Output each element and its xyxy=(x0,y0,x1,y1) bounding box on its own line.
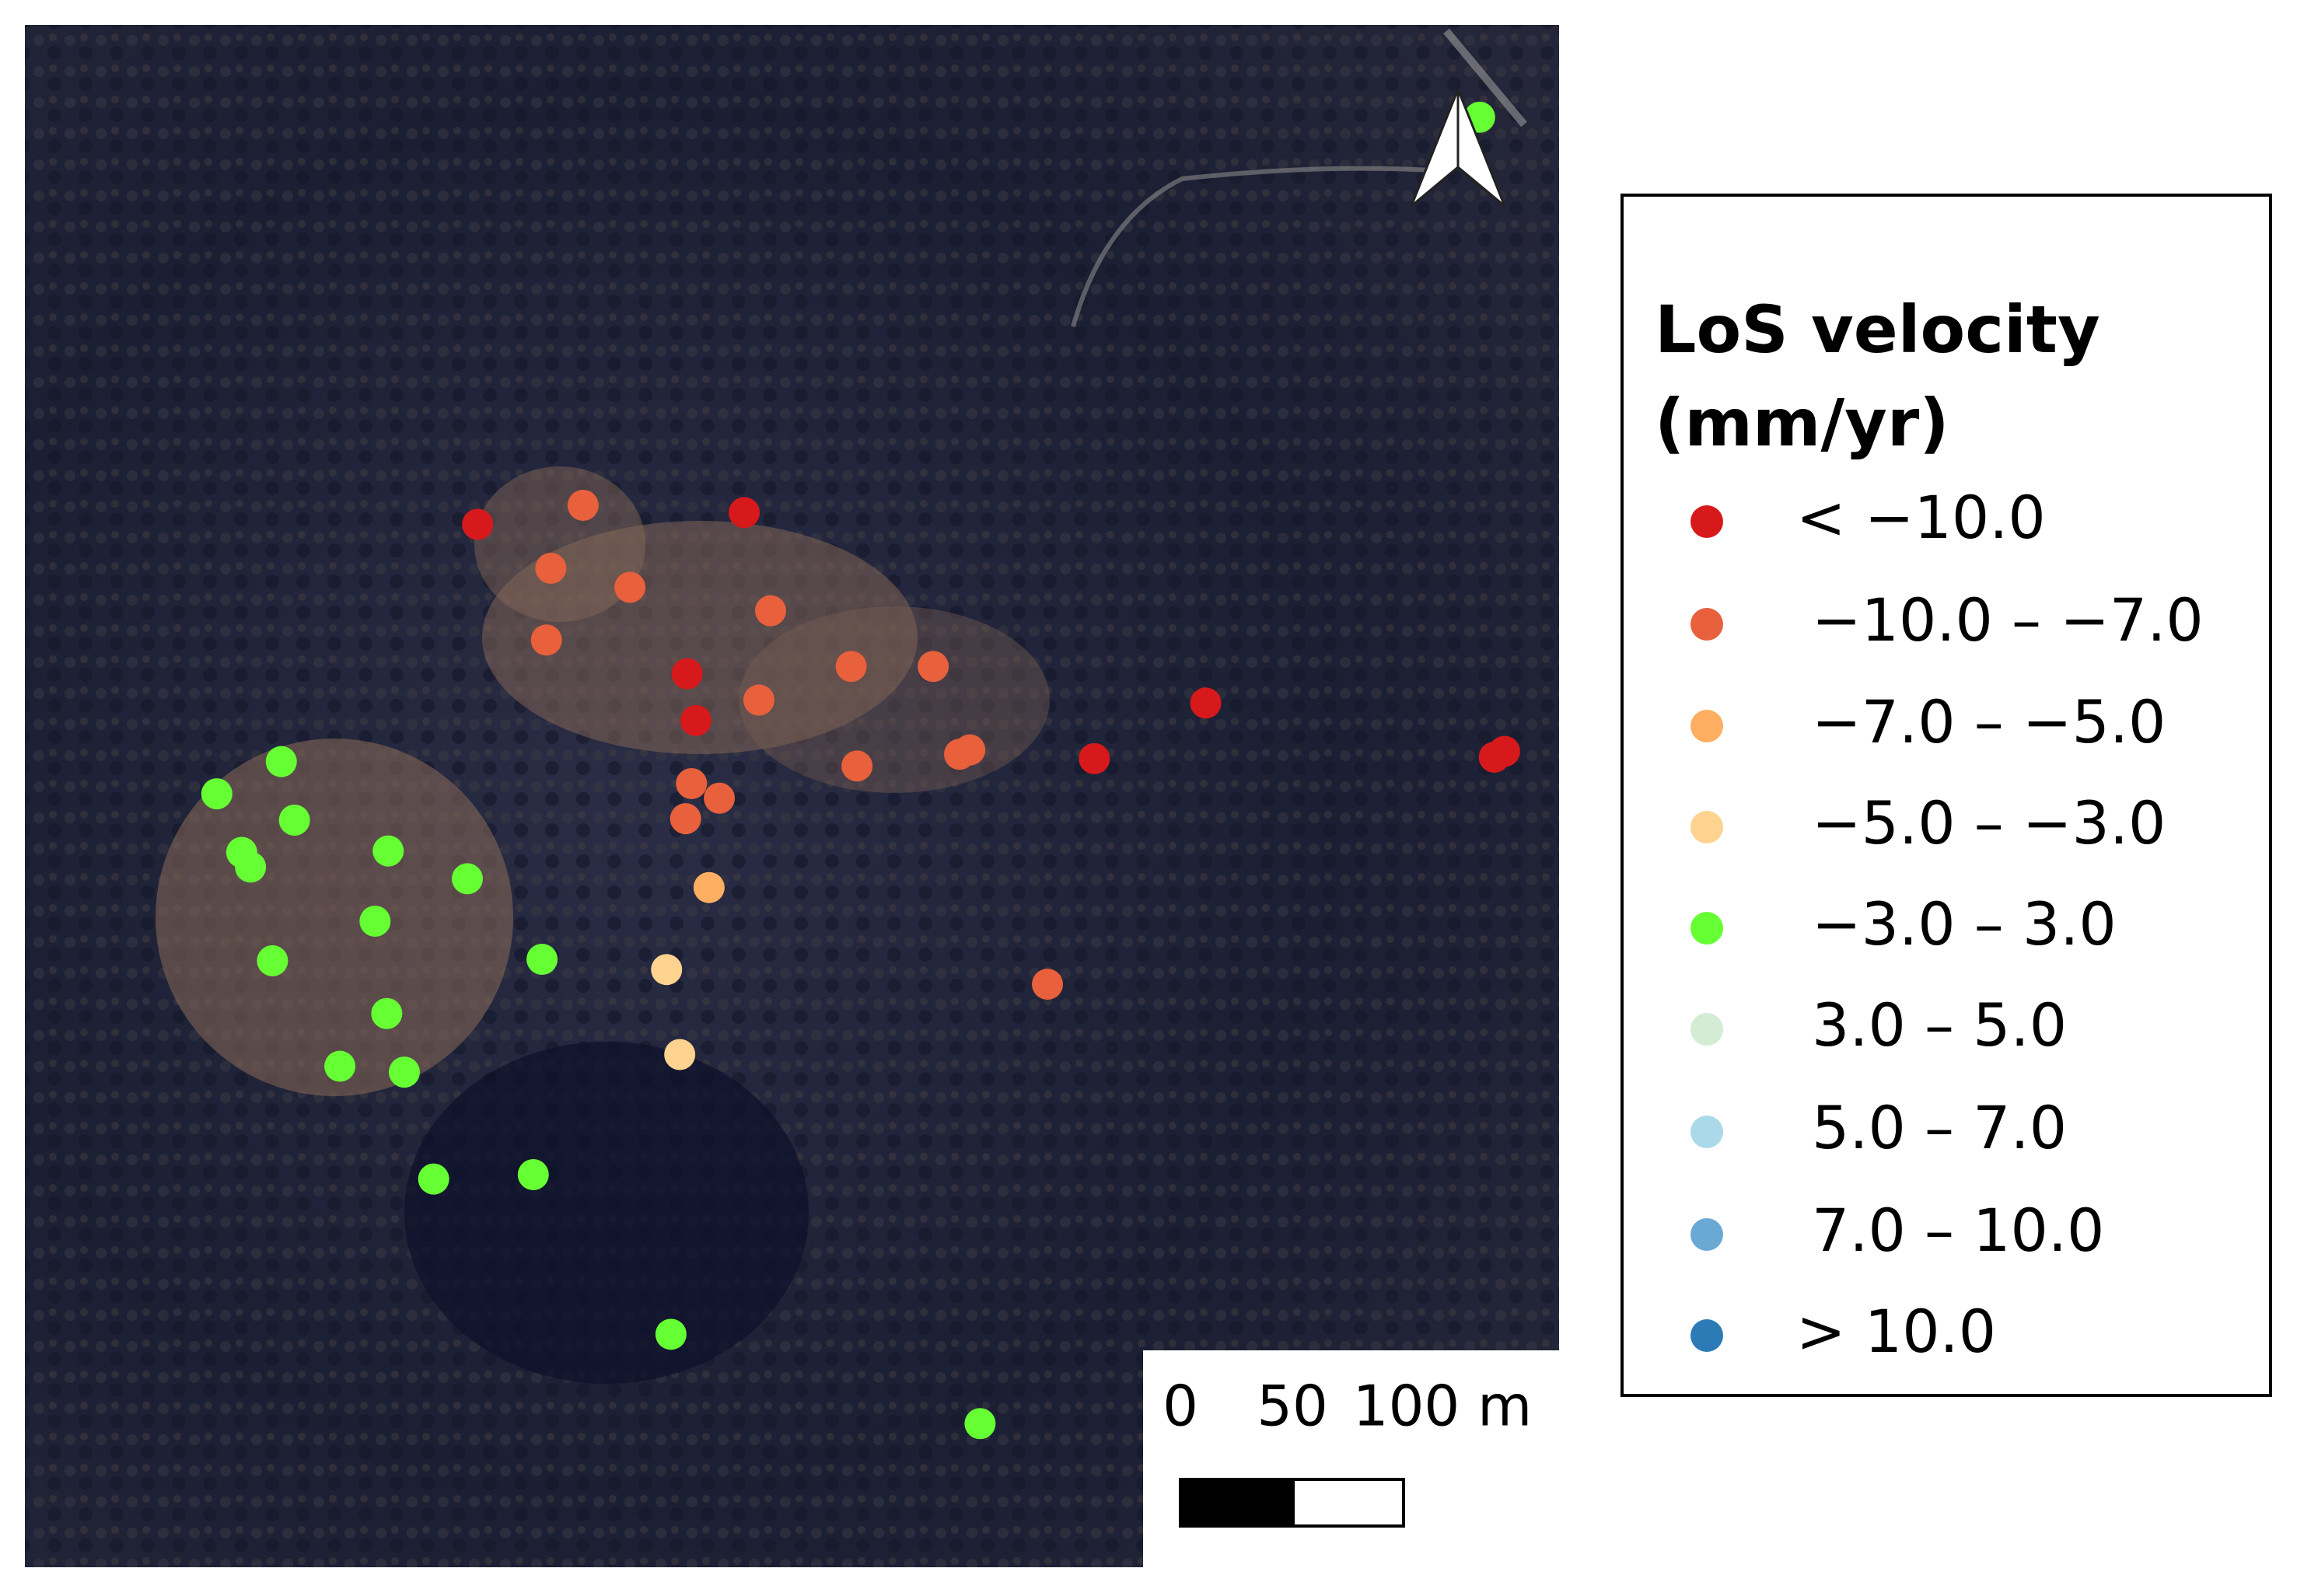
point xyxy=(388,1056,420,1088)
point xyxy=(693,871,725,903)
legend-symbol xyxy=(1690,1013,1723,1046)
legend-symbol xyxy=(1690,1218,1723,1251)
point xyxy=(954,734,986,766)
legend-label: −5.0 – −3.0 xyxy=(1812,788,2166,857)
point xyxy=(676,767,708,799)
point xyxy=(371,997,403,1029)
point xyxy=(835,651,867,683)
point xyxy=(655,1318,687,1350)
point xyxy=(235,851,267,883)
legend-symbol xyxy=(1690,505,1723,538)
point xyxy=(1488,735,1520,767)
point xyxy=(704,782,736,814)
legend-symbol xyxy=(1690,608,1723,641)
point xyxy=(201,778,232,810)
legend-label: 7.0 – 10.0 xyxy=(1812,1196,2104,1265)
legend-label: −3.0 – 3.0 xyxy=(1812,889,2117,959)
legend-label: −10.0 – −7.0 xyxy=(1812,585,2204,655)
point xyxy=(614,571,646,603)
point xyxy=(359,906,391,938)
legend-symbol xyxy=(1690,1116,1723,1148)
legend-symbol xyxy=(1690,811,1723,843)
point xyxy=(651,954,683,986)
point xyxy=(324,1050,356,1082)
legend-symbol xyxy=(1690,912,1723,945)
point xyxy=(462,508,494,540)
point xyxy=(918,651,949,683)
point xyxy=(964,1408,996,1440)
point xyxy=(754,595,786,627)
point xyxy=(1079,742,1110,774)
north-arrow xyxy=(1410,89,1506,208)
point xyxy=(671,658,703,690)
legend: LoS velocity (mm/yr) < −10.0 −10.0 – −7.0… xyxy=(1620,194,2272,1397)
point xyxy=(670,803,701,835)
point xyxy=(451,863,483,895)
scale-bar: 0 50 100 m xyxy=(1143,1350,1559,1567)
point xyxy=(526,944,558,976)
point xyxy=(664,1039,696,1070)
point xyxy=(418,1163,449,1195)
legend-items: < −10.0 −10.0 – −7.0 −7.0 – −5.0 −5.0 – −3.… xyxy=(1690,483,2204,1366)
point xyxy=(278,805,310,836)
legend-label: 5.0 – 7.0 xyxy=(1812,1093,2067,1162)
aerial-image xyxy=(25,25,1559,1567)
point xyxy=(517,1158,549,1190)
legend-symbol xyxy=(1690,710,1723,742)
point xyxy=(1190,687,1222,719)
point xyxy=(567,489,599,521)
point xyxy=(530,624,562,656)
legend-title: LoS velocity xyxy=(1655,292,2100,368)
point xyxy=(372,835,404,867)
legend-label: > 10.0 xyxy=(1796,1297,1996,1366)
legend-label: < −10.0 xyxy=(1796,483,2046,552)
legend-label: 3.0 – 5.0 xyxy=(1812,990,2067,1060)
point xyxy=(729,497,760,529)
point xyxy=(257,945,288,976)
points xyxy=(201,101,1520,1440)
scale-label: 100 m xyxy=(1353,1374,1532,1439)
point xyxy=(743,684,774,716)
scale-label: 0 xyxy=(1162,1374,1198,1439)
legend-label: −7.0 – −5.0 xyxy=(1812,687,2166,756)
point xyxy=(1032,969,1064,1001)
point xyxy=(535,552,567,584)
point xyxy=(680,704,711,736)
point xyxy=(841,750,873,782)
legend-title: (mm/yr) xyxy=(1655,385,1949,461)
point xyxy=(265,746,297,777)
legend-symbol xyxy=(1690,1319,1723,1352)
scale-label: 50 xyxy=(1257,1374,1328,1439)
